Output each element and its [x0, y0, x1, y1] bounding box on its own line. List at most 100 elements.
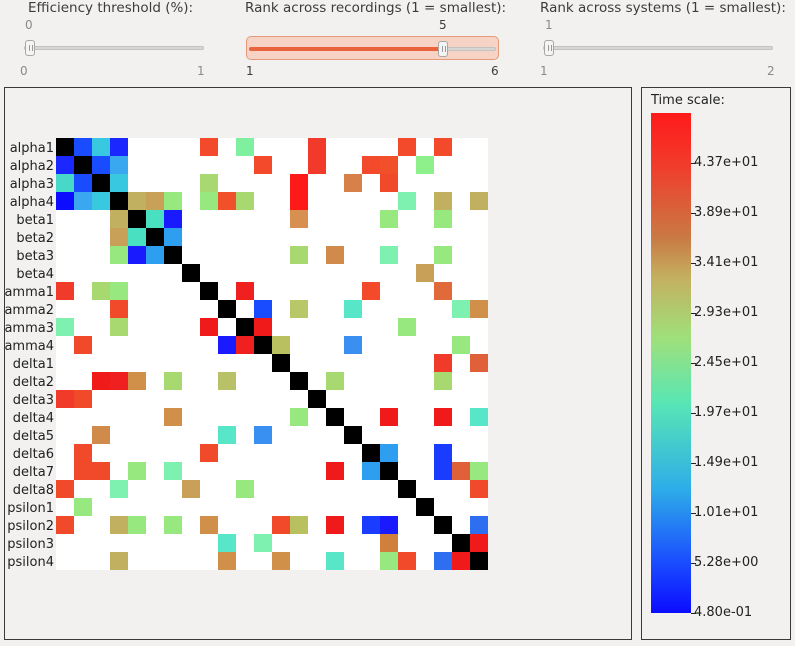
efficiency-threshold-slider[interactable]: [22, 36, 206, 60]
matrix-cell[interactable]: [326, 246, 344, 264]
matrix-cell[interactable]: [452, 462, 470, 480]
matrix-cell[interactable]: [398, 138, 416, 156]
matrix-cell[interactable]: [92, 282, 110, 300]
matrix-cell[interactable]: [110, 516, 128, 534]
matrix-cell[interactable]: [416, 264, 434, 282]
matrix-cell[interactable]: [200, 318, 218, 336]
matrix-cell[interactable]: [380, 246, 398, 264]
matrix-cell[interactable]: [470, 354, 488, 372]
matrix-cell[interactable]: [290, 174, 308, 192]
matrix-cell[interactable]: [200, 174, 218, 192]
matrix-cell[interactable]: [110, 192, 128, 210]
matrix-cell[interactable]: [56, 174, 74, 192]
matrix-cell[interactable]: [452, 336, 470, 354]
matrix-cell[interactable]: [452, 534, 470, 552]
matrix-cell[interactable]: [146, 192, 164, 210]
matrix-cell[interactable]: [200, 192, 218, 210]
matrix-cell[interactable]: [92, 372, 110, 390]
matrix-cell[interactable]: [74, 192, 92, 210]
matrix-cell[interactable]: [380, 462, 398, 480]
matrix-cell[interactable]: [434, 192, 452, 210]
matrix-cell[interactable]: [290, 516, 308, 534]
matrix-cell[interactable]: [362, 516, 380, 534]
matrix-cell[interactable]: [74, 336, 92, 354]
matrix-cell[interactable]: [272, 516, 290, 534]
slider-thumb[interactable]: [25, 40, 35, 56]
matrix-cell[interactable]: [56, 318, 74, 336]
slider-thumb[interactable]: [544, 40, 554, 56]
matrix-cell[interactable]: [110, 318, 128, 336]
matrix-cell[interactable]: [344, 300, 362, 318]
matrix-cell[interactable]: [290, 192, 308, 210]
matrix-cell[interactable]: [344, 174, 362, 192]
matrix-cell[interactable]: [308, 156, 326, 174]
rank-recordings-slider[interactable]: [246, 36, 499, 60]
matrix-cell[interactable]: [128, 246, 146, 264]
matrix-cell[interactable]: [254, 156, 272, 174]
matrix-cell[interactable]: [218, 192, 236, 210]
matrix-cell[interactable]: [182, 264, 200, 282]
matrix-cell[interactable]: [218, 372, 236, 390]
matrix-cell[interactable]: [470, 480, 488, 498]
matrix-cell[interactable]: [380, 210, 398, 228]
matrix-cell[interactable]: [254, 426, 272, 444]
matrix-cell[interactable]: [254, 300, 272, 318]
matrix-cell[interactable]: [434, 552, 452, 570]
matrix-cell[interactable]: [128, 192, 146, 210]
matrix-cell[interactable]: [434, 408, 452, 426]
matrix-cell[interactable]: [326, 516, 344, 534]
matrix-cell[interactable]: [470, 534, 488, 552]
matrix-cell[interactable]: [164, 372, 182, 390]
matrix-cell[interactable]: [56, 156, 74, 174]
matrix-cell[interactable]: [146, 210, 164, 228]
matrix-cell[interactable]: [56, 282, 74, 300]
matrix-cell[interactable]: [380, 534, 398, 552]
matrix-cell[interactable]: [470, 462, 488, 480]
matrix-cell[interactable]: [344, 336, 362, 354]
matrix-cell[interactable]: [434, 138, 452, 156]
matrix-cell[interactable]: [110, 138, 128, 156]
matrix-cell[interactable]: [56, 480, 74, 498]
matrix-cell[interactable]: [470, 516, 488, 534]
matrix-cell[interactable]: [128, 372, 146, 390]
matrix-heatmap[interactable]: alpha1 alpha2 alpha3 alpha4 beta1 beta2 beta3 b…: [5, 88, 631, 639]
matrix-cell[interactable]: [92, 156, 110, 174]
matrix-cell[interactable]: [272, 552, 290, 570]
matrix-cell[interactable]: [74, 462, 92, 480]
matrix-cell[interactable]: [56, 138, 74, 156]
matrix-cell[interactable]: [236, 336, 254, 354]
matrix-cell[interactable]: [434, 462, 452, 480]
matrix-cell[interactable]: [470, 300, 488, 318]
matrix-cell[interactable]: [362, 156, 380, 174]
matrix-cell[interactable]: [434, 354, 452, 372]
matrix-cell[interactable]: [164, 462, 182, 480]
matrix-cell[interactable]: [218, 300, 236, 318]
matrix-cell[interactable]: [164, 516, 182, 534]
matrix-cell[interactable]: [398, 552, 416, 570]
matrix-cell[interactable]: [380, 444, 398, 462]
matrix-cell[interactable]: [92, 462, 110, 480]
matrix-cell[interactable]: [416, 156, 434, 174]
matrix-cell[interactable]: [128, 228, 146, 246]
matrix-cell[interactable]: [128, 516, 146, 534]
matrix-cell[interactable]: [110, 228, 128, 246]
matrix-cell[interactable]: [254, 336, 272, 354]
matrix-cell[interactable]: [290, 300, 308, 318]
matrix-cell[interactable]: [92, 174, 110, 192]
matrix-cell[interactable]: [74, 138, 92, 156]
matrix-cell[interactable]: [380, 174, 398, 192]
matrix-cell[interactable]: [164, 192, 182, 210]
matrix-cell[interactable]: [344, 426, 362, 444]
matrix-cell[interactable]: [236, 138, 254, 156]
matrix-cell[interactable]: [398, 192, 416, 210]
matrix-cell[interactable]: [308, 390, 326, 408]
matrix-cell[interactable]: [56, 516, 74, 534]
matrix-cell[interactable]: [110, 300, 128, 318]
matrix-cell[interactable]: [452, 552, 470, 570]
matrix-cell[interactable]: [236, 480, 254, 498]
matrix-cell[interactable]: [434, 516, 452, 534]
matrix-cell[interactable]: [380, 408, 398, 426]
matrix-cell[interactable]: [164, 210, 182, 228]
matrix-cell[interactable]: [254, 534, 272, 552]
matrix-cell[interactable]: [74, 156, 92, 174]
